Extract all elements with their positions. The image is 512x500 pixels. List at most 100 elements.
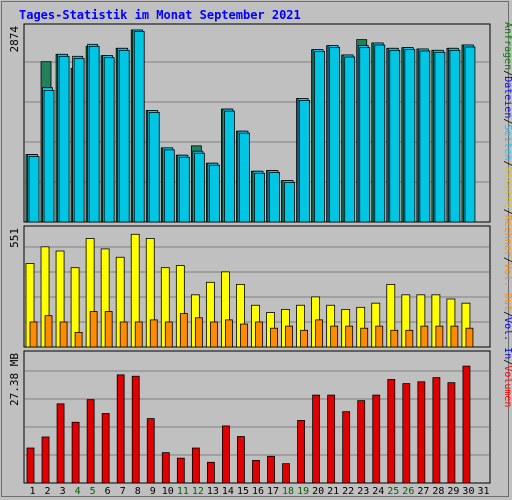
y-axis-max-label-middle: 551 (8, 228, 21, 248)
legend-series-names: Anfragen/Dateien/Seiten/Besuche/Rechner/… (502, 22, 512, 407)
x-tick-label-day-30: 30 (462, 486, 474, 497)
seiten-bar-day-3 (58, 55, 70, 223)
seiten-bar-day-17 (269, 172, 280, 223)
rechner-bar-day-11 (179, 313, 188, 348)
volumen-bar-day-5 (86, 399, 95, 484)
volumen-bar-day-17 (267, 455, 275, 484)
rechner-bar-day-8 (134, 321, 143, 348)
seiten-bar-day-26 (404, 49, 416, 223)
volumen-bar-day-25 (387, 379, 396, 484)
y-axis-max-label-top: 2874 (8, 26, 21, 53)
seiten-bar-day-6 (103, 57, 115, 223)
rechner-bar-day-22 (345, 325, 354, 348)
seiten-bar-day-12 (193, 152, 205, 223)
rechner-bar-day-28 (435, 325, 444, 348)
x-tick-label-day-28: 28 (432, 486, 444, 497)
x-tick-label-day-8: 8 (135, 486, 141, 497)
volumen-bar-day-15 (237, 436, 245, 484)
volumen-bar-day-11 (176, 457, 185, 484)
x-tick-label-day-7: 7 (120, 486, 126, 497)
volumen-bar-day-1 (26, 447, 35, 484)
seiten-bar-day-19 (299, 100, 310, 223)
rechner-bar-day-3 (59, 321, 68, 348)
volumen-bar-day-14 (222, 425, 230, 484)
legend-entry: Dateien (502, 76, 512, 118)
volumen-bar-day-23 (357, 400, 366, 484)
x-tick-label-day-17: 17 (267, 486, 279, 497)
legend-entry: Vol. In (502, 317, 512, 359)
rechner-bar-day-18 (285, 325, 293, 348)
legend-entry: / (502, 209, 512, 215)
x-tick-label-day-12: 12 (192, 486, 204, 497)
rechner-bar-day-15 (240, 323, 248, 348)
volumen-bar-day-22 (342, 411, 351, 484)
seiten-bar-day-14 (224, 110, 235, 223)
seiten-bar-day-16 (254, 172, 265, 223)
rechner-bar-day-14 (225, 319, 233, 348)
seiten-bar-day-23 (359, 47, 371, 223)
rechner-bar-day-27 (420, 325, 429, 348)
volumen-bar-day-9 (146, 418, 155, 484)
x-tick-label-day-3: 3 (60, 486, 66, 497)
seiten-bar-day-30 (464, 46, 476, 223)
legend-entry: Rechner (502, 215, 512, 257)
seiten-bar-day-7 (118, 49, 130, 223)
x-tick-label-day-29: 29 (447, 486, 459, 497)
rechner-bar-day-29 (450, 325, 459, 348)
rechner-bar-day-2 (44, 315, 53, 348)
x-tick-label-day-21: 21 (327, 486, 339, 497)
legend-entry: Volumen (502, 365, 512, 407)
x-tick-label-day-31: 31 (477, 486, 489, 497)
volumen-bar-day-30 (462, 365, 471, 484)
x-tick-label-day-13: 13 (207, 486, 219, 497)
seiten-bar-day-4 (73, 57, 85, 223)
legend-entry: / (502, 359, 512, 365)
rechner-bar-day-17 (270, 327, 278, 348)
seiten-bar-day-10 (163, 149, 175, 223)
rechner-bar-day-24 (375, 325, 384, 348)
rechner-bar-day-25 (390, 329, 399, 348)
rechner-bar-day-7 (119, 321, 128, 348)
volumen-bar-day-8 (131, 375, 140, 484)
rechner-bar-day-21 (330, 325, 339, 348)
rechner-bar-day-12 (194, 317, 203, 348)
x-tick-label-day-26: 26 (402, 486, 414, 497)
rechner-bar-day-5 (89, 311, 98, 348)
volumen-bar-day-6 (101, 413, 110, 484)
volumen-bar-day-16 (252, 460, 260, 484)
rechner-bar-day-20 (315, 319, 324, 348)
rechner-bar-day-10 (164, 321, 173, 348)
x-tick-label-day-20: 20 (312, 486, 324, 497)
x-tick-label-day-2: 2 (45, 486, 51, 497)
volumen-bar-day-7 (116, 374, 125, 484)
volumen-bar-day-28 (432, 377, 441, 484)
volumen-bar-day-27 (417, 381, 426, 484)
volumen-bar-day-2 (41, 436, 50, 484)
volumen-bar-day-20 (312, 394, 321, 484)
seiten-bar-day-24 (374, 44, 386, 223)
x-tick-label-day-18: 18 (282, 486, 294, 497)
seiten-bar-day-1 (28, 156, 40, 223)
seiten-bar-day-20 (314, 51, 326, 223)
seiten-bar-day-21 (329, 47, 341, 223)
seiten-bar-day-9 (148, 112, 160, 223)
legend-entry: / (502, 311, 512, 317)
rechner-bar-day-4 (74, 331, 83, 348)
legend-entry: Vol. Out (502, 263, 512, 311)
seiten-bar-day-18 (284, 182, 295, 223)
x-tick-label-day-23: 23 (357, 486, 369, 497)
seiten-bar-day-5 (88, 45, 100, 223)
rechner-bar-day-30 (465, 327, 474, 348)
x-tick-label-day-16: 16 (252, 486, 264, 497)
x-tick-label-day-27: 27 (417, 486, 429, 497)
volumen-bar-day-26 (402, 383, 411, 484)
volumen-bar-day-19 (297, 420, 305, 484)
rechner-bar-day-26 (405, 329, 414, 348)
legend-entry: / (502, 257, 512, 263)
x-tick-label-day-19: 19 (297, 486, 309, 497)
rechner-bar-day-6 (104, 311, 113, 348)
seiten-bar-day-15 (239, 132, 250, 223)
legend-entry: / (502, 118, 512, 124)
seiten-bar-day-13 (208, 164, 220, 223)
